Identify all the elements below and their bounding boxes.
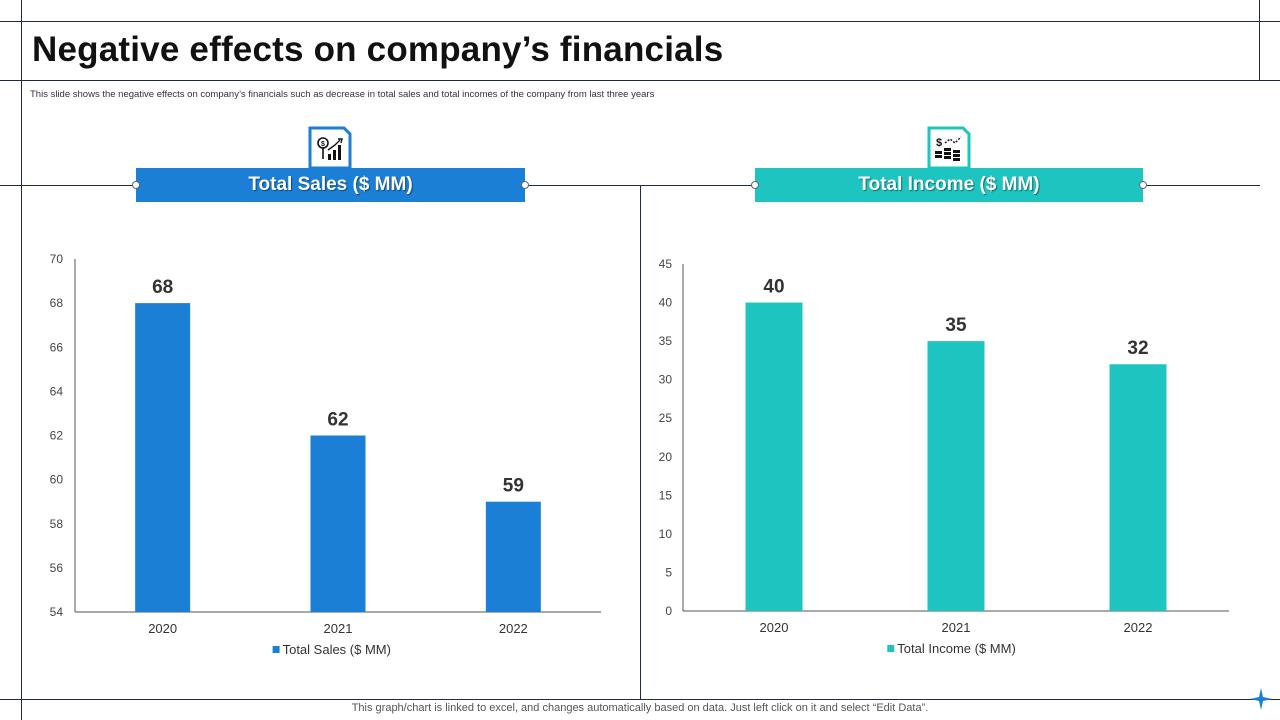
y-tick-label: 15 [659,488,673,502]
x-tick-label: 2020 [148,621,177,636]
income-heading-banner: Total Income ($ MM) [755,168,1143,202]
frame-center-divider [640,185,641,700]
y-tick-label: 20 [659,450,673,464]
y-tick-label: 10 [659,527,673,541]
y-tick-label: 66 [50,340,64,354]
x-tick-label: 2022 [1124,620,1153,635]
y-tick-label: 5 [665,565,672,579]
data-label: 59 [503,476,524,497]
legend-label: Total Sales ($ MM) [283,642,391,657]
sparkle-icon [1250,688,1272,715]
legend-swatch [272,646,280,653]
frame-title-divider [0,80,1280,81]
x-tick-label: 2021 [324,621,353,636]
frame-right-line [1259,0,1260,80]
page-title: Negative effects on company’s financials [32,30,724,69]
page-subtitle: This slide shows the negative effects on… [30,89,655,100]
y-tick-label: 62 [50,429,64,443]
svg-text:$: $ [321,141,325,148]
frame-middle-line [0,185,1260,186]
data-label: 62 [327,410,348,431]
y-tick-label: 60 [50,473,64,487]
sales-heading-banner: Total Sales ($ MM) [136,168,525,202]
income-banner-left-dot [751,181,759,189]
bar [927,341,985,611]
sales-banner-right-dot [521,181,529,189]
y-tick-label: 56 [50,561,64,575]
frame-left-line [21,0,22,720]
y-tick-label: 25 [659,411,673,425]
income-heading: Total Income ($ MM) [858,174,1040,195]
dollar-coins-chart-icon: $ [927,126,971,170]
frame-top-line [0,21,1280,22]
money-growth-chart-icon: $ [308,126,352,170]
footer-note: This graph/chart is linked to excel, and… [351,702,929,714]
y-tick-label: 35 [659,334,673,348]
y-tick-label: 64 [50,384,64,398]
legend-label: Total Income ($ MM) [897,641,1015,656]
sales-bar-chart[interactable]: 54 56 58 60 62 64 66 68 70 68 2020 62 2021 59 2022 Tota… [0,0,640,720]
bar [1109,364,1167,611]
x-tick-label: 2021 [942,620,971,635]
bar [310,435,366,612]
y-tick-label: 0 [665,604,672,618]
y-tick-label: 54 [50,605,64,619]
bar [135,303,191,612]
y-tick-label: 58 [50,517,64,531]
sales-banner-left-dot [132,181,140,189]
y-tick-label: 40 [659,296,673,310]
income-banner-right-dot [1139,181,1147,189]
y-tick-label: 45 [659,257,673,271]
y-tick-label: 30 [659,373,673,387]
bar [485,501,541,612]
data-label: 35 [945,315,967,336]
legend-swatch [887,645,895,652]
y-tick-label: 70 [50,252,64,266]
bar [745,302,803,611]
data-label: 68 [152,277,173,298]
x-tick-label: 2020 [760,620,789,635]
y-tick-label: 68 [50,296,64,310]
x-tick-label: 2022 [499,621,528,636]
svg-text:$: $ [936,137,942,149]
data-label: 40 [763,277,784,298]
income-bar-chart[interactable]: 0 5 10 15 20 25 30 35 40 45 40 2020 35 2021 32 2022 Tota… [640,0,1280,720]
sales-heading: Total Sales ($ MM) [248,174,413,195]
data-label: 32 [1127,338,1148,359]
